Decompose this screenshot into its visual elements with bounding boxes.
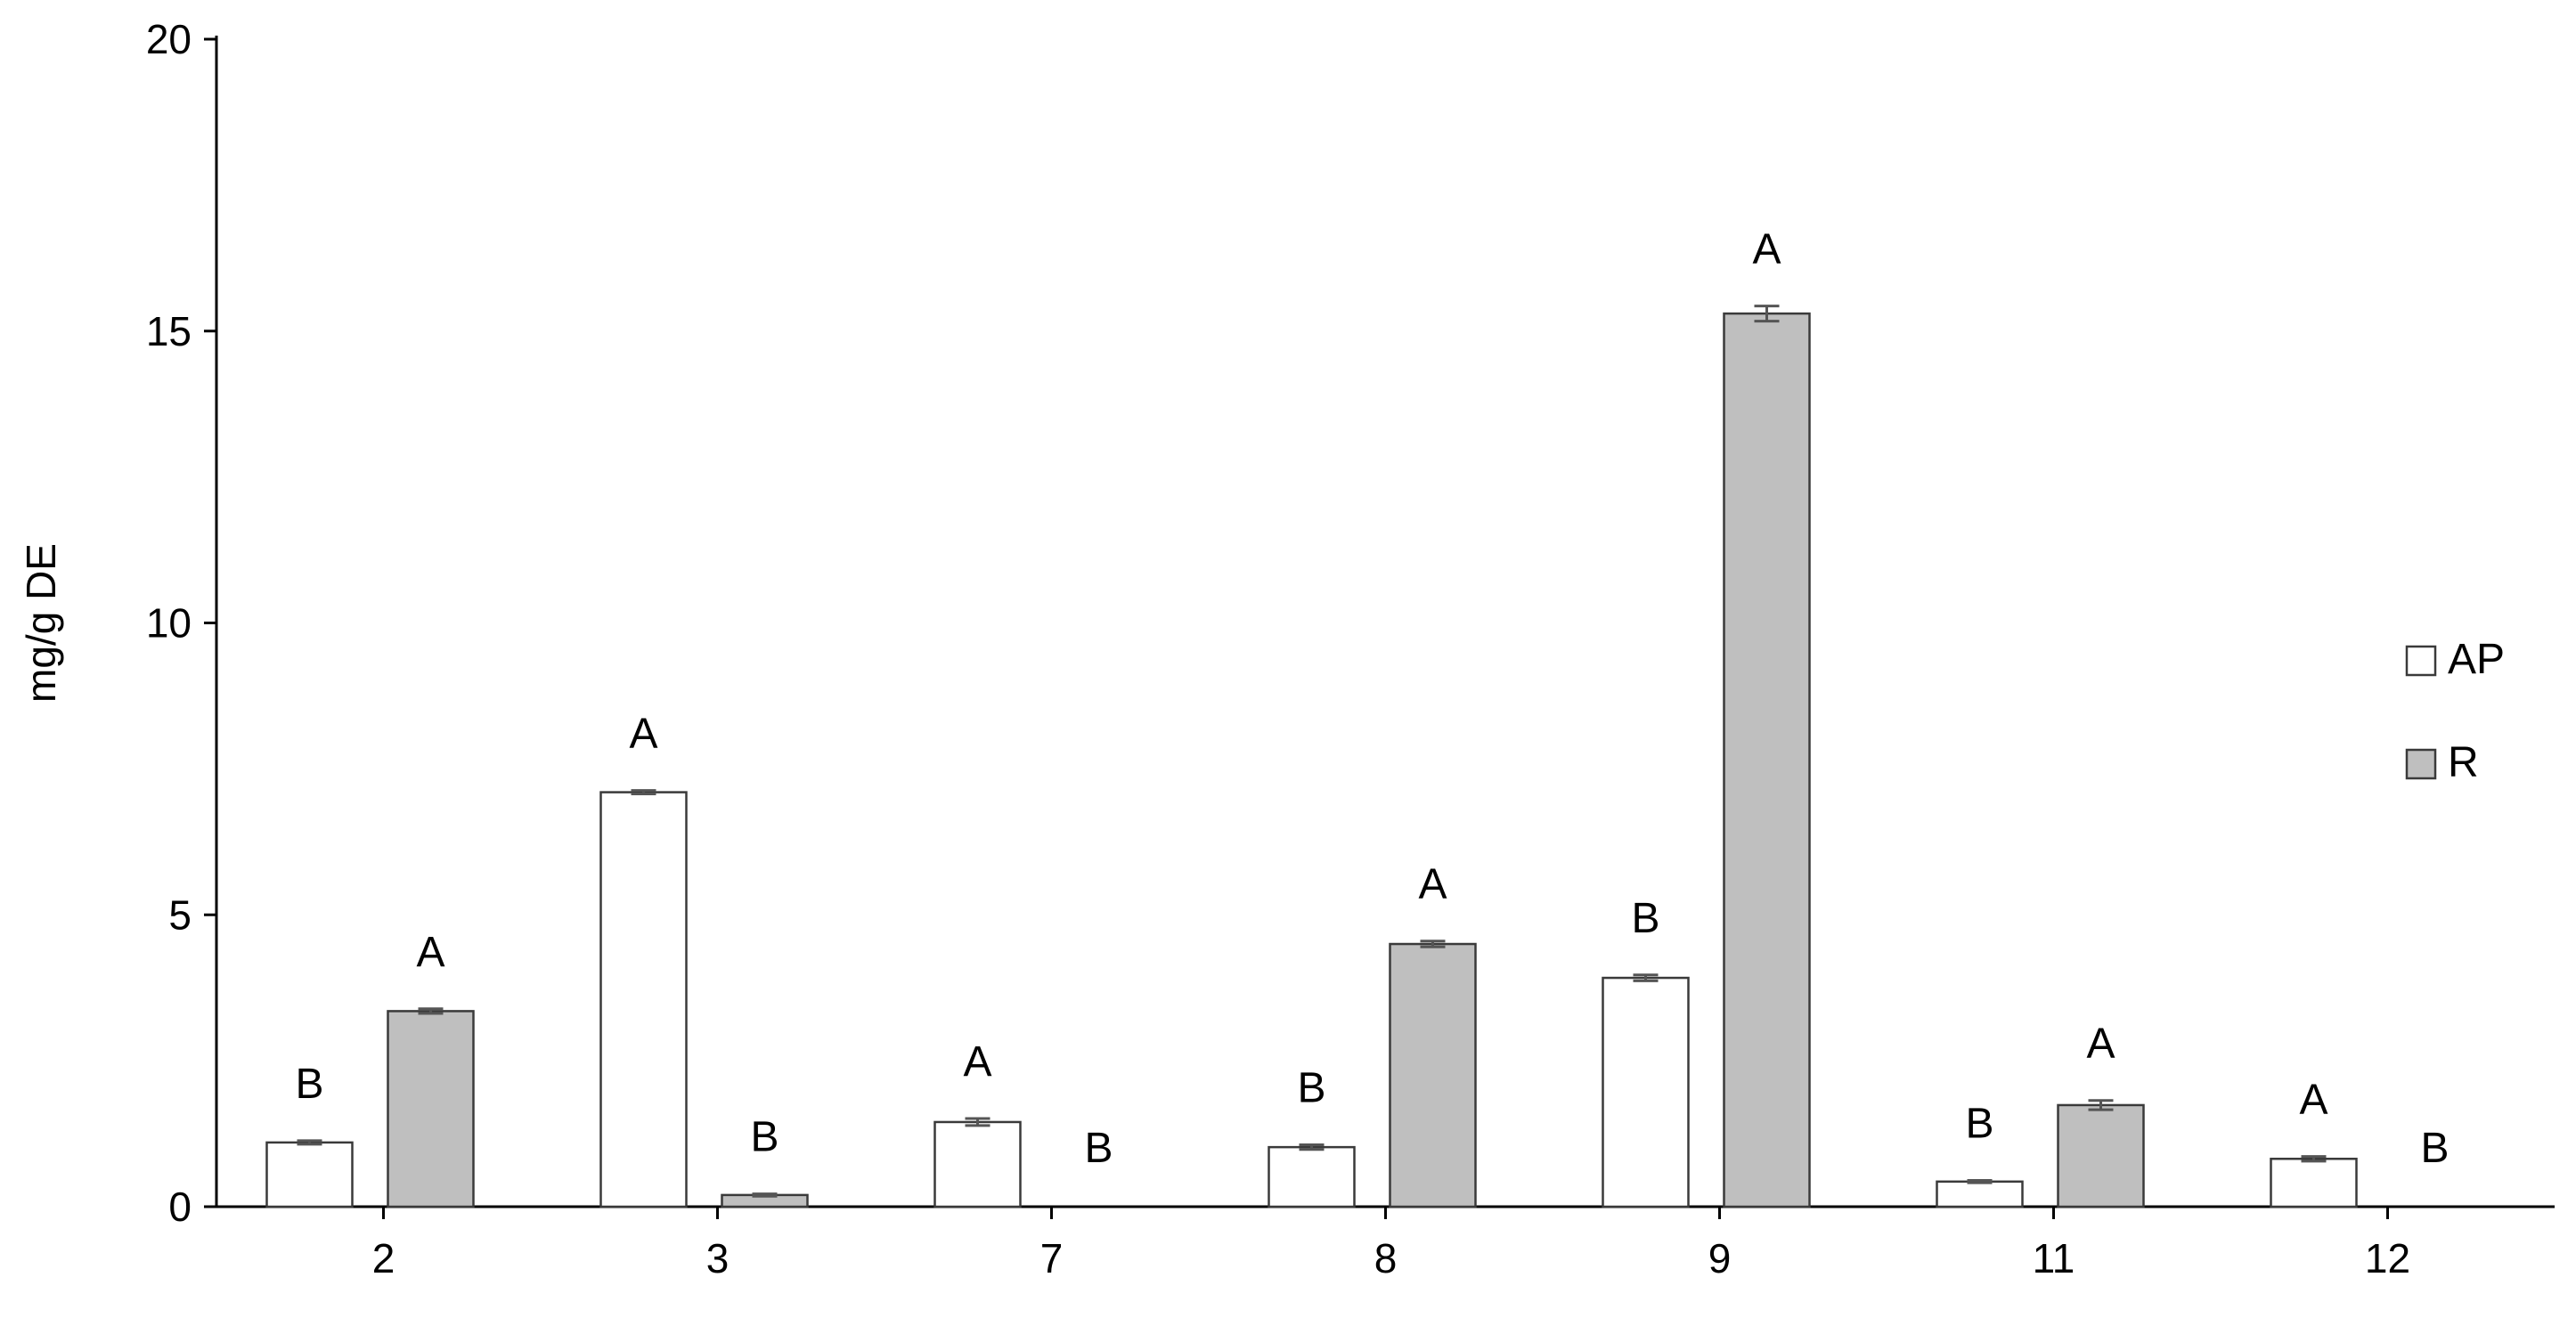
chart-labels: B A A B A B B A B A B A A B xyxy=(295,226,2449,1172)
bar-ap xyxy=(1268,1145,1356,1208)
significance-label: A xyxy=(2086,1021,2115,1068)
x-tick-label: 8 xyxy=(1374,1235,1398,1281)
x-tick-label: 9 xyxy=(1708,1235,1732,1281)
significance-label: B xyxy=(1084,1125,1113,1172)
x-tick-label: 3 xyxy=(706,1235,730,1281)
significance-label: B xyxy=(2420,1125,2449,1172)
legend-label-ap: AP xyxy=(2448,636,2505,683)
legend-swatch-ap xyxy=(2405,645,2437,677)
bar-ap xyxy=(265,1141,354,1208)
x-tick-label: 7 xyxy=(1040,1235,1064,1281)
x-tick-label: 11 xyxy=(2033,1235,2075,1281)
significance-label: A xyxy=(1418,861,1447,908)
bar-r xyxy=(2057,1103,2145,1208)
bar-ap xyxy=(2270,1157,2358,1208)
bar-ap xyxy=(1602,976,1690,1208)
legend-swatch-r xyxy=(2405,748,2437,780)
significance-label: B xyxy=(295,1061,323,1108)
bar-ap xyxy=(599,791,688,1208)
x-tick-label: 2 xyxy=(372,1235,395,1281)
significance-label: A xyxy=(416,929,444,976)
y-tick-label: 0 xyxy=(168,1184,192,1230)
bar-r xyxy=(387,1010,475,1208)
significance-label: A xyxy=(629,711,657,758)
y-tick-label: 20 xyxy=(146,16,192,62)
bar-r xyxy=(1723,312,1811,1208)
bar-ap xyxy=(933,1120,1022,1208)
bar-ap xyxy=(1936,1180,2024,1208)
x-tick-label: 12 xyxy=(2365,1235,2410,1281)
significance-label: B xyxy=(1297,1065,1325,1112)
significance-label: B xyxy=(750,1114,779,1161)
bar-r xyxy=(1389,942,1477,1208)
y-tick-label: 15 xyxy=(146,308,192,354)
chart-legend: AP R xyxy=(2405,636,2505,786)
significance-label: A xyxy=(1752,226,1781,273)
y-axis-title: mg/g DE xyxy=(18,543,64,703)
significance-label: A xyxy=(2299,1077,2327,1124)
chart-bars xyxy=(265,305,2358,1208)
y-tick-label: 5 xyxy=(168,891,192,938)
significance-label: A xyxy=(963,1038,991,1086)
significance-label: B xyxy=(1965,1101,1993,1148)
y-tick-label: 10 xyxy=(146,600,192,647)
legend-label-r: R xyxy=(2448,739,2479,786)
significance-label: B xyxy=(1631,895,1659,942)
